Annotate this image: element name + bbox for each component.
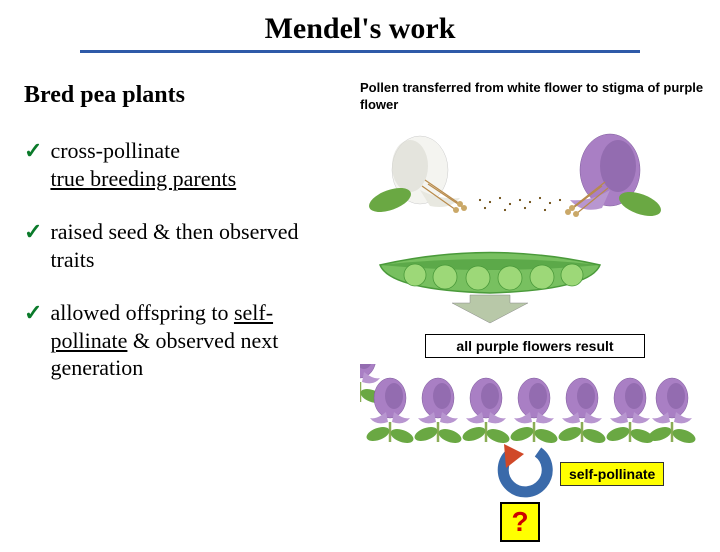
left-column: Bred pea plants ✓ cross-pollinate true b…: [24, 82, 344, 408]
bullet-3-text: allowed offspring to self-pollinate & ob…: [50, 299, 344, 382]
pea-pod-illustration: [360, 245, 620, 325]
page-title: Mendel's work: [80, 12, 640, 53]
pollination-illustration: [360, 120, 700, 240]
bullet-3: ✓ allowed offspring to self-pollinate & …: [24, 299, 344, 382]
question-mark-box: ?: [500, 502, 540, 542]
subtitle: Bred pea plants: [24, 82, 344, 109]
bullet-2-text: raised seed & then observed traits: [50, 218, 344, 273]
self-pollinate-arrow-icon: [490, 444, 560, 500]
bullet-1: ✓ cross-pollinate true breeding parents: [24, 137, 344, 192]
result-label: all purple flowers result: [425, 334, 645, 358]
bullet-2: ✓ raised seed & then observed traits: [24, 218, 344, 273]
offspring-row-illustration: [360, 364, 700, 454]
check-icon: ✓: [24, 299, 42, 327]
caption-top: Pollen transferred from white flower to …: [360, 80, 710, 114]
right-column: Pollen transferred from white flower to …: [360, 80, 710, 454]
check-icon: ✓: [24, 137, 42, 165]
bullet-1-text: cross-pollinate true breeding parents: [50, 137, 236, 192]
self-pollinate-label: self-pollinate: [560, 462, 664, 486]
check-icon: ✓: [24, 218, 42, 246]
